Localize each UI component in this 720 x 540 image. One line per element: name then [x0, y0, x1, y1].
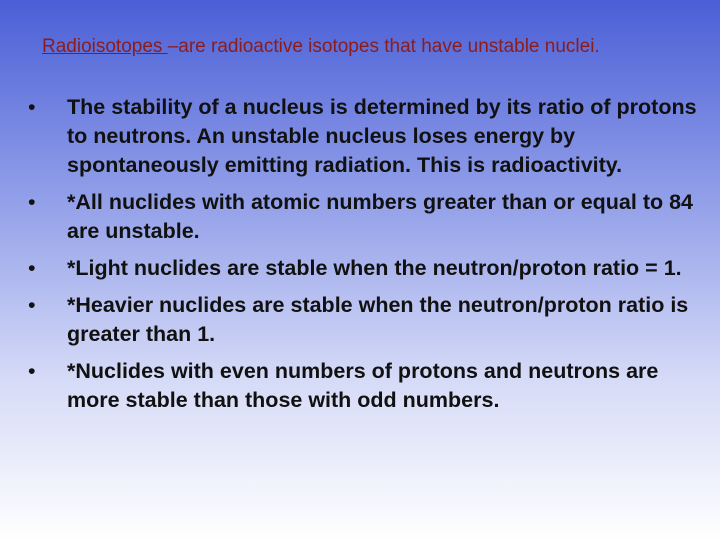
bullet: The stability of a nucleus is determined…	[28, 93, 706, 180]
bullet: *Light nuclides are stable when the neut…	[28, 254, 706, 283]
bullet: *Heavier nuclides are stable when the ne…	[28, 291, 706, 349]
bullet: *Nuclides with even numbers of protons a…	[28, 357, 706, 415]
term: Radioisotopes	[42, 36, 168, 57]
intro: Radioisotopes –are radioactive isotopes …	[42, 34, 707, 60]
bullet: *All nuclides with atomic numbers greate…	[28, 188, 706, 246]
bullet-list: The stability of a nucleus is determined…	[28, 93, 706, 423]
intro-text: –are radioactive isotopes that have unst…	[167, 36, 600, 57]
